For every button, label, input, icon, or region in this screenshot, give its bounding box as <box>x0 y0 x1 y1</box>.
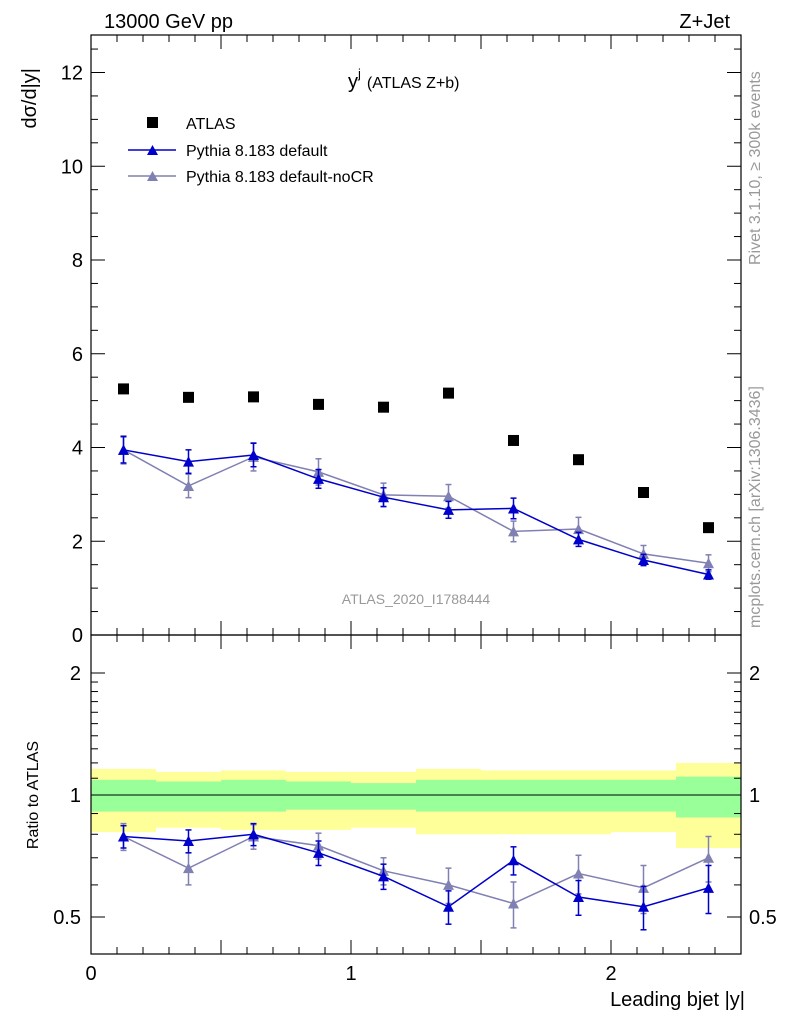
main-point <box>183 456 194 467</box>
ratio-x-tick-label: 1 <box>345 963 356 985</box>
main-title: yj(ATLAS Z+b) <box>348 66 460 93</box>
ratio-series-line <box>123 833 709 908</box>
ratio-band-inner <box>546 779 611 812</box>
ratio-point <box>248 828 259 840</box>
ratio-x-tick-label: 2 <box>605 963 616 985</box>
main-y-tick-label: 10 <box>61 156 83 178</box>
legend-atlas-label: ATLAS <box>186 116 236 133</box>
ratio-band-inner <box>676 776 741 818</box>
ratio-point <box>573 868 584 879</box>
ratio-point <box>183 835 194 847</box>
ratio-band-inner <box>221 779 286 812</box>
main-panel: 0 2 4 6 8 10 12 dσ/d|y| yj(ATLAS Z+b) ATLAS_20… <box>19 34 742 647</box>
main-y-tick-label: 12 <box>61 63 83 85</box>
ratio-point <box>313 847 324 858</box>
ratio-point <box>508 854 519 866</box>
atlas-point <box>638 487 649 498</box>
main-series-default <box>118 435 714 580</box>
main-point <box>573 523 584 535</box>
main-point <box>443 490 454 502</box>
ratio-band-inner <box>286 781 351 810</box>
ratio-bands <box>91 762 741 848</box>
ratio-y-tick-label-right: 0.5 <box>749 907 777 929</box>
atlas-point <box>508 434 519 446</box>
ratio-band-inner <box>156 781 221 812</box>
ratio-band-inner <box>351 783 416 810</box>
main-y-tick-label: 8 <box>72 250 83 272</box>
ratio-point <box>183 862 194 874</box>
ratio-band-inner <box>416 779 481 812</box>
main-marks <box>118 383 714 580</box>
ratio-series-line <box>123 835 709 905</box>
legend-atlas-marker <box>147 117 158 128</box>
ratio-point <box>443 879 454 890</box>
main-y-tick-label: 4 <box>72 438 83 460</box>
atlas-point <box>573 454 584 466</box>
ratio-y-tick-label-left: 1 <box>70 785 81 807</box>
main-point <box>248 449 259 460</box>
main-point <box>183 480 194 491</box>
main-point <box>443 504 454 515</box>
ratio-y-axis-label: Ratio to ATLAS <box>25 741 42 849</box>
ratio-point <box>703 852 714 863</box>
main-point <box>703 557 714 569</box>
main-series-line <box>123 449 709 576</box>
atlas-point <box>443 387 454 399</box>
ratio-band-inner <box>611 779 676 812</box>
atlas-point <box>183 391 194 403</box>
header-process: Z+Jet <box>679 11 730 33</box>
legend-nocr-marker <box>147 171 158 181</box>
legend-default-marker <box>147 145 158 155</box>
ratio-point <box>118 830 129 842</box>
main-point <box>508 525 519 537</box>
main-y-axis-label: dσ/d|y| <box>19 68 41 129</box>
main-series-atlas <box>118 383 714 534</box>
main-point <box>508 502 519 514</box>
ratio-band-inner <box>91 779 156 812</box>
atlas-point <box>378 401 389 413</box>
main-point <box>703 569 714 580</box>
main-point <box>118 444 129 455</box>
ratio-y-tick-label-right: 1 <box>749 785 760 807</box>
header-energy: 13000 GeV pp <box>104 11 233 33</box>
legend-nocr-label: Pythia 8.183 default-noCR <box>186 169 374 186</box>
ratio-point <box>703 882 714 893</box>
ratio-panel: 0 1 2 0.5 0.5 1 1 2 2 Ratio to ATLAS Leading bje… <box>25 634 777 1011</box>
mcplots-label: mcplots.cern.ch [arXiv:1306.3436] <box>747 386 764 628</box>
ratio-band-inner <box>481 779 546 812</box>
legend: ATLAS Pythia 8.183 default Pythia 8.183 … <box>128 116 374 186</box>
main-point <box>638 554 649 565</box>
main-y-tick-label: 0 <box>72 625 83 647</box>
atlas-point <box>703 522 714 534</box>
ratio-ticks: 0 1 2 0.5 0.5 1 1 2 2 <box>53 635 777 985</box>
ratio-y-tick-label-right: 2 <box>749 663 760 685</box>
atlas-point <box>248 391 259 403</box>
ratio-x-tick-label: 0 <box>85 963 96 985</box>
main-point <box>378 491 389 503</box>
ratio-point <box>378 870 389 882</box>
x-axis-label: Leading bjet |y| <box>610 989 745 1011</box>
ratio-point <box>573 891 584 903</box>
atlas-point <box>313 398 324 410</box>
main-point <box>313 473 324 484</box>
main-point <box>573 533 584 545</box>
main-y-tick-label: 2 <box>72 531 83 553</box>
analysis-watermark: ATLAS_2020_I1788444 <box>342 591 491 607</box>
ratio-point <box>443 901 454 912</box>
atlas-point <box>118 383 129 395</box>
ratio-y-tick-label-left: 2 <box>70 663 81 685</box>
legend-default-label: Pythia 8.183 default <box>186 143 328 160</box>
ratio-series-default <box>118 822 714 931</box>
rivet-label: Rivet 3.1.10, ≥ 300k events <box>747 71 764 265</box>
ratio-marks <box>118 822 714 931</box>
main-series-line <box>123 449 709 565</box>
ratio-point <box>638 901 649 912</box>
ratio-y-tick-label-left: 0.5 <box>53 907 81 929</box>
main-y-tick-label: 6 <box>72 344 83 366</box>
ratio-point <box>508 897 519 909</box>
main-ticks: 0 2 4 6 8 10 12 <box>61 35 742 647</box>
